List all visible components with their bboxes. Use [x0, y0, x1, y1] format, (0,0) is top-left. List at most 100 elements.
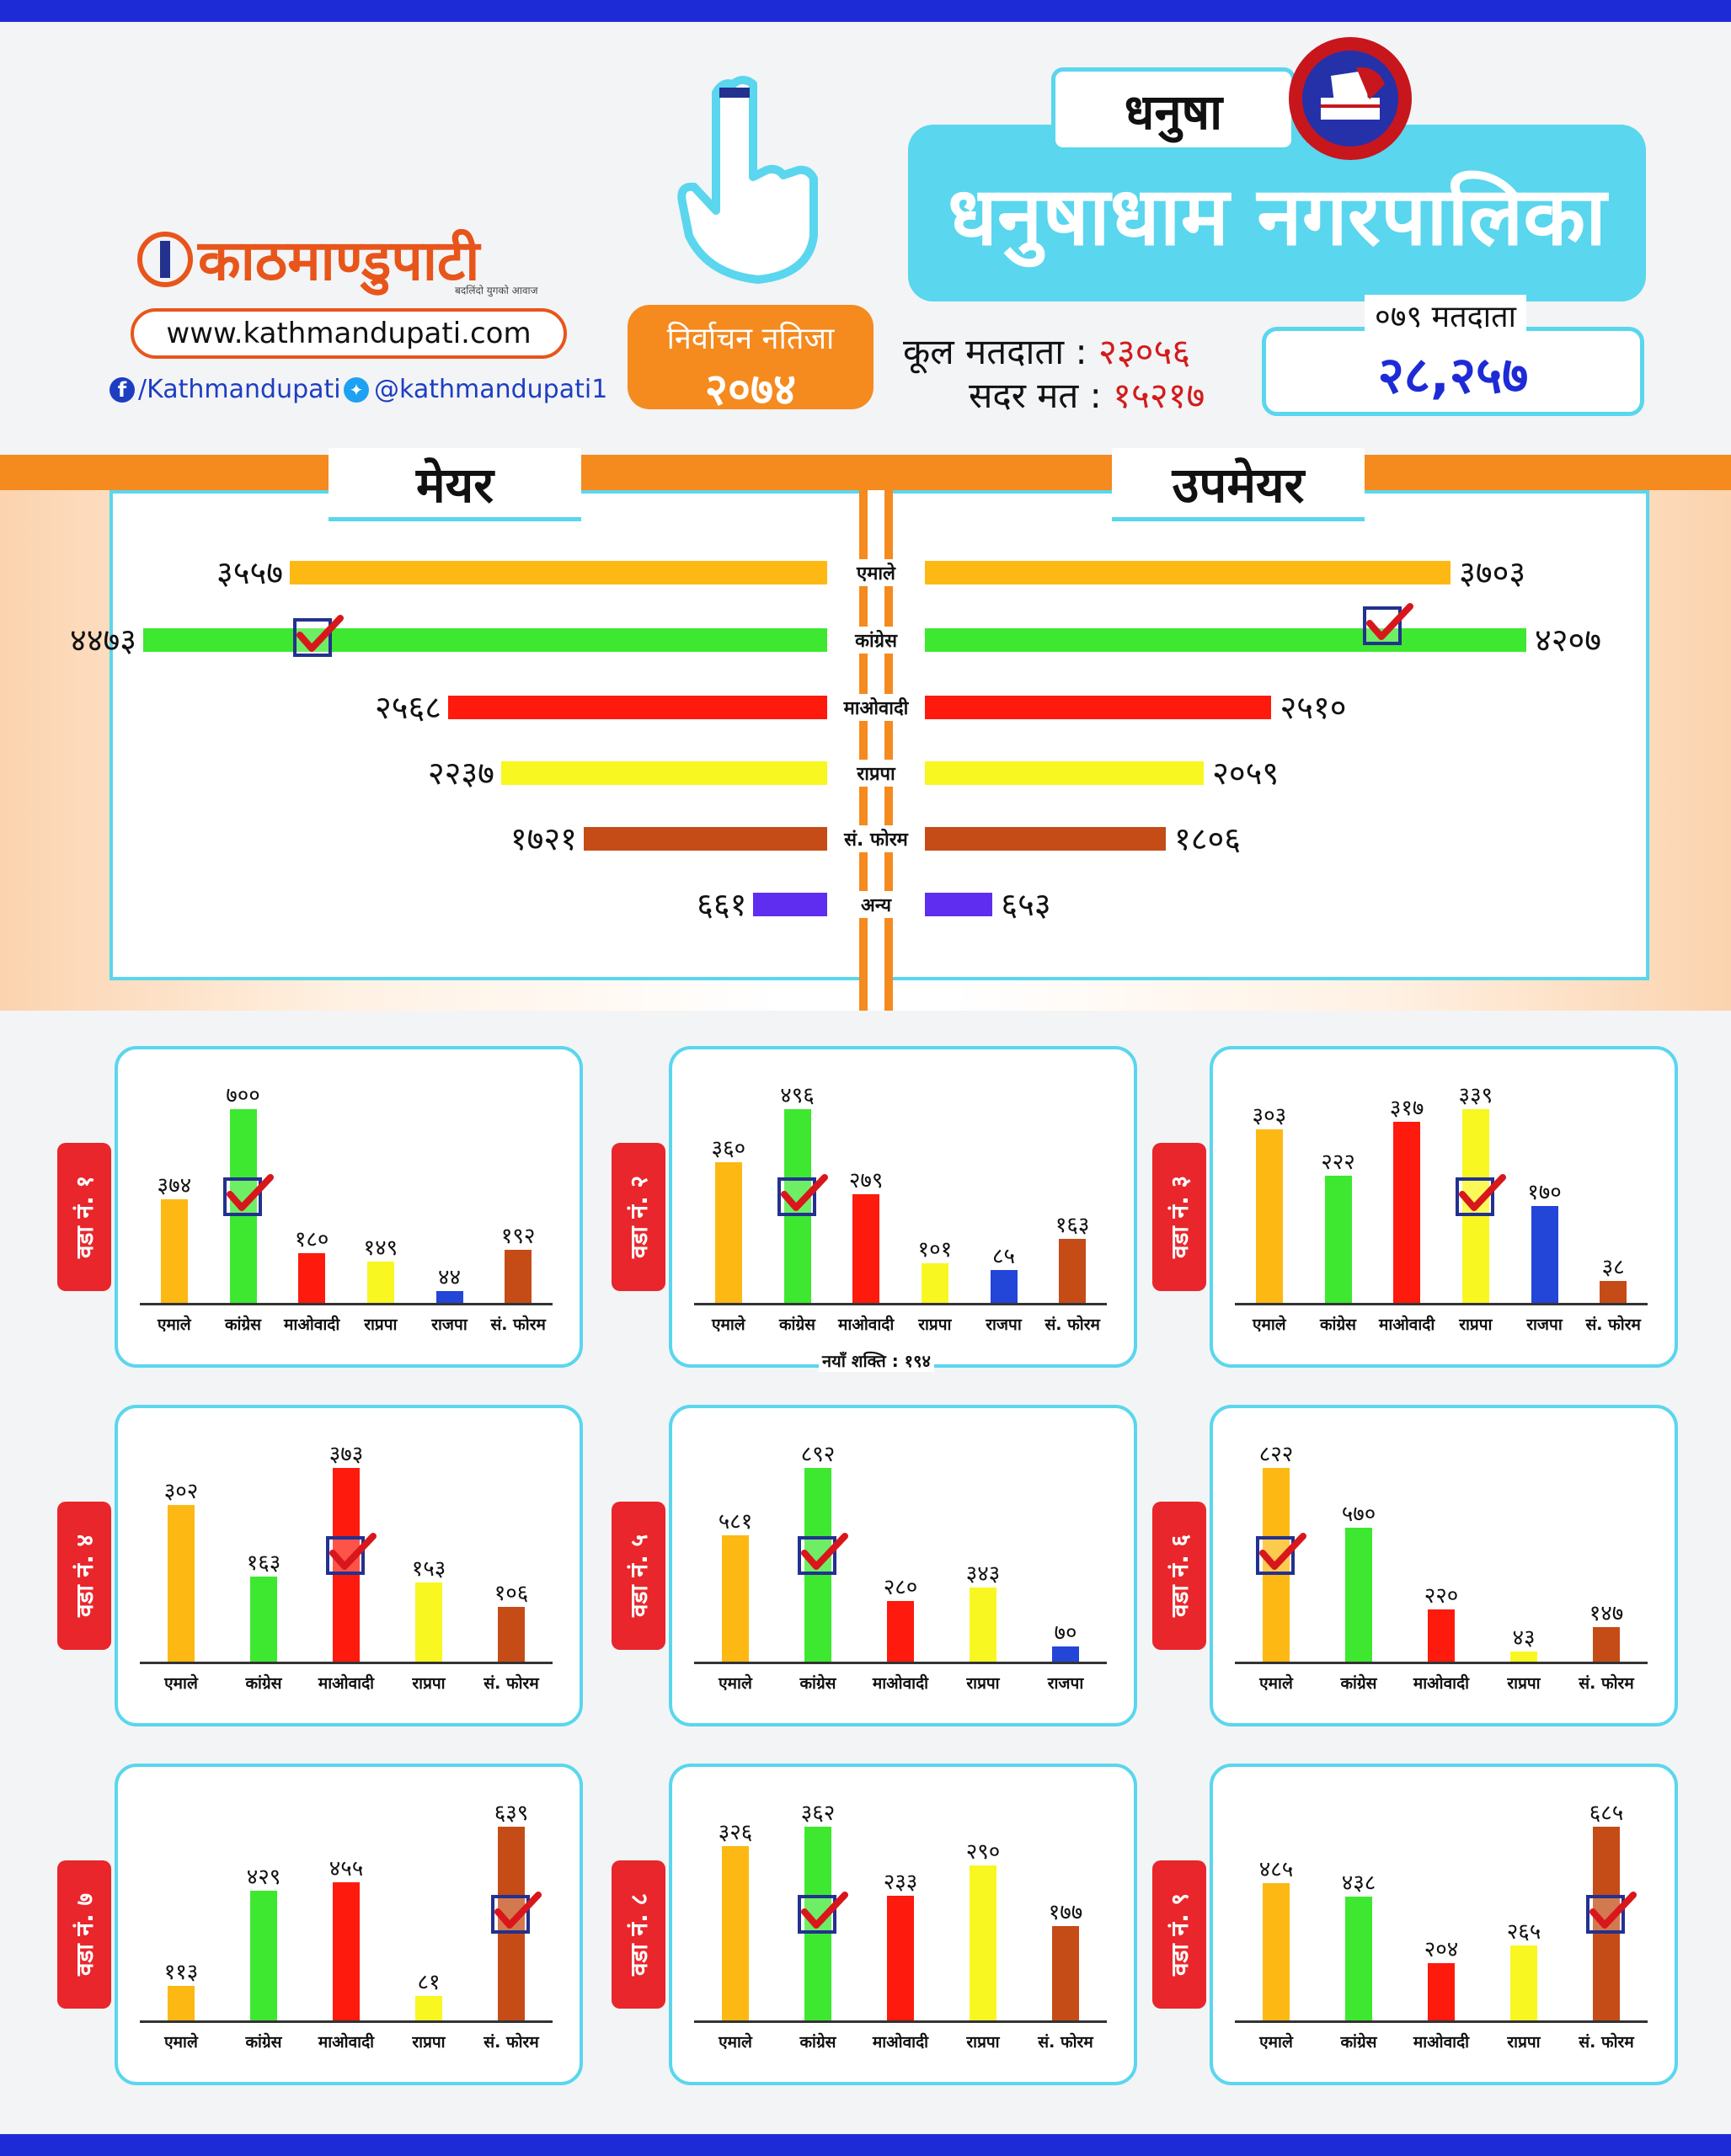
ballot-box-inner — [1302, 51, 1398, 147]
mayor-value-label: ३५५७ — [216, 554, 284, 591]
ward-category-label: कांग्रेस — [1340, 1674, 1377, 1693]
check-mark-icon — [801, 1891, 848, 1929]
ward-category-label: राजपा — [431, 1315, 467, 1334]
mayor-value-label: २५६८ — [374, 689, 441, 726]
ward-value-label: ३७३ — [329, 1442, 364, 1467]
ward-bar — [160, 1199, 188, 1303]
ward-bar — [1052, 1646, 1079, 1662]
ward-category-label: राजपा — [986, 1315, 1022, 1334]
ward-bar — [722, 1845, 749, 2020]
check-mark-icon — [1259, 1532, 1306, 1570]
winner-check-icon — [777, 1173, 828, 1216]
ward-category-label: कांग्रेस — [224, 1315, 262, 1334]
mayor-bar — [583, 827, 859, 851]
mayor-value-label: ४४७३ — [69, 622, 136, 659]
ward-value-label: १७० — [1527, 1179, 1562, 1205]
ward-category-label: एमाले — [1259, 2033, 1293, 2052]
ward-value-label: २७९ — [848, 1167, 884, 1193]
deputy-mayor-value-label: २०५९ — [1212, 755, 1280, 792]
voters-079-label: ०७९ मतदाता — [1365, 295, 1526, 336]
ward-value-label: ३८ — [1601, 1255, 1625, 1281]
valid-votes-value: १५२१७ — [1113, 375, 1205, 416]
x-axis-baseline — [1235, 1303, 1648, 1305]
ward-value-label: ४९६ — [780, 1083, 815, 1108]
ward-bar — [1593, 1626, 1620, 1662]
ward-value-label: २६५ — [1506, 1919, 1541, 1945]
ward-category-label: एमाले — [157, 1315, 191, 1334]
ward-category-label: माओवादी — [1379, 1315, 1435, 1334]
ward-value-label: ७० — [1054, 1620, 1077, 1646]
ward-category-label: माओवादी — [318, 1674, 375, 1693]
ward-category-label: एमाले — [164, 1674, 198, 1693]
ward-number-label: वडा नं. ५ — [625, 1534, 654, 1618]
ward-category-label: सं. फोरम — [1044, 1315, 1100, 1334]
comparison-divider-inner — [868, 490, 884, 1011]
ward-value-label: ८५ — [991, 1243, 1016, 1269]
ward-number-label: वडा नं. ४ — [71, 1534, 99, 1618]
ward-value-label: ७०० — [226, 1083, 260, 1108]
ward-category-label: सं. फोरम — [490, 1315, 546, 1334]
facebook-handle: /Kathmandupati — [138, 375, 341, 404]
website-link[interactable]: www.kathmandupati.com — [131, 308, 567, 359]
ward-bar — [1345, 1896, 1372, 2020]
ward-value-label: १७७ — [1048, 1899, 1083, 1925]
mayor-bar — [448, 696, 859, 719]
ward-bar — [970, 1587, 996, 1662]
winner-check-icon — [1363, 603, 1413, 645]
ward-bar — [887, 1600, 914, 1662]
ward-value-label: १४७ — [1589, 1600, 1624, 1626]
ward-chart-panel — [115, 1046, 583, 1368]
ward-category-label: राप्रपा — [1507, 1674, 1541, 1693]
ward-category-label: कांग्रेस — [245, 2033, 282, 2052]
ward-value-label: ४८५ — [1258, 1857, 1294, 1883]
municipality-title: धनुषाधाम नगरपालिका — [908, 125, 1646, 302]
ward-bar — [415, 1995, 442, 2020]
ward-value-label: १९२ — [500, 1223, 536, 1249]
ward-category-label: कांग्रेस — [1319, 1315, 1357, 1334]
mayor-value-label: ६६१ — [697, 886, 747, 923]
mayor-value-label: १७२१ — [510, 820, 577, 857]
ward-value-label: ३६२ — [800, 1801, 836, 1826]
ward-value-label: ३६० — [711, 1136, 746, 1162]
x-axis-baseline — [140, 1303, 553, 1305]
valid-votes-row: सदर मत : १५२१७ — [969, 371, 1205, 419]
ward-value-label: १०६ — [494, 1580, 529, 1606]
ward-category-label: कांग्रेस — [778, 1315, 816, 1334]
ward-value-label: ६८५ — [1589, 1801, 1624, 1826]
ward-category-label: माओवादी — [1413, 2033, 1470, 2052]
winner-check-icon — [326, 1532, 377, 1575]
check-mark-icon — [226, 1173, 274, 1211]
ward-value-label: ४३ — [1512, 1625, 1536, 1651]
ward-number-tag: वडा नं. ८ — [612, 1860, 665, 2009]
ward-bar — [1428, 1962, 1455, 2020]
ward-bar — [990, 1269, 1018, 1303]
brand-name: काठमाण्डुपाटी — [198, 228, 480, 293]
ward-value-label: १४९ — [363, 1235, 398, 1262]
winner-check-icon — [491, 1891, 542, 1934]
ward-value-label: ५८१ — [718, 1509, 753, 1535]
ward-number-label: वडा नं. १ — [71, 1175, 99, 1259]
ward-bar — [498, 1606, 525, 1662]
ward-bar — [435, 1290, 463, 1303]
ward-bar — [714, 1162, 742, 1303]
check-mark-icon — [494, 1891, 542, 1929]
district-title: धनुषा — [1051, 67, 1296, 152]
ward-value-label: १५३ — [411, 1556, 446, 1582]
twitter-link[interactable]: ✦ @kathmandupati1 — [344, 375, 607, 404]
valid-votes-label: सदर मत : — [969, 375, 1102, 416]
winner-check-icon — [798, 1532, 848, 1575]
ward-number-tag: वडा नं. ७ — [57, 1860, 111, 2009]
mayor-bar — [143, 628, 859, 652]
ward-bar — [1428, 1609, 1455, 1662]
ward-value-label: १०१ — [917, 1237, 953, 1263]
ward-category-label: एमाले — [164, 2033, 198, 2052]
bottom-stripe — [0, 2134, 1731, 2156]
party-label: माओवादी — [827, 694, 925, 721]
comparison-top-bar — [0, 455, 1731, 490]
ward-bar — [1345, 1527, 1372, 1662]
ballot-icon — [1321, 67, 1385, 120]
ward-value-label: ३१७ — [1389, 1095, 1424, 1121]
ward-value-label: २९० — [965, 1838, 1001, 1865]
facebook-link[interactable]: f /Kathmandupati — [110, 375, 341, 404]
ward-number-label: वडा नं. ६ — [1166, 1534, 1194, 1618]
